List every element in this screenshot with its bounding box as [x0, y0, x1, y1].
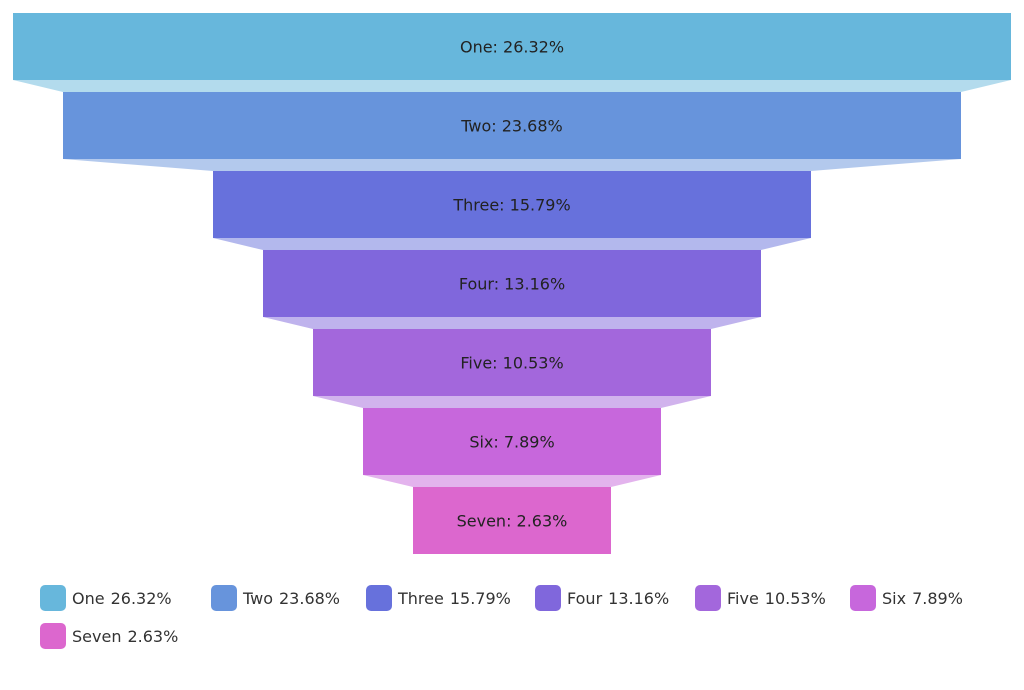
funnel-slice-four[interactable]: [263, 250, 761, 317]
funnel-link-four: [263, 317, 761, 329]
legend: One 26.32% Two 23.68% Three 15.79% Four …: [0, 580, 1024, 680]
legend-swatch: [40, 585, 66, 611]
funnel-chart: One: 26.32% Two: 23.68% Three: 15.79% Four:…: [13, 13, 1011, 554]
legend-item-two[interactable]: Two 23.68%: [211, 584, 340, 612]
legend-swatch: [211, 585, 237, 611]
funnel-label-three: Three: 15.79%: [452, 196, 570, 215]
funnel-link-two: [63, 159, 961, 171]
legend-value: 7.89%: [912, 588, 963, 608]
funnel-label-four: Four: 13.16%: [459, 275, 565, 294]
funnel-slice-five[interactable]: [313, 329, 711, 396]
legend-label: Six: [882, 588, 907, 608]
legend-value: 10.53%: [764, 588, 826, 608]
funnel-slice-two[interactable]: [63, 92, 961, 159]
funnel-link-five: [313, 396, 711, 408]
legend-item-seven[interactable]: Seven 2.63%: [40, 622, 178, 650]
legend-item-five[interactable]: Five 10.53%: [695, 584, 826, 612]
legend-swatch: [535, 585, 561, 611]
funnel-slice-seven[interactable]: [413, 487, 611, 554]
legend-item-one[interactable]: One 26.32%: [40, 584, 172, 612]
legend-value: 26.32%: [110, 588, 172, 608]
funnel-link-three: [213, 238, 811, 250]
legend-value: 2.63%: [127, 626, 179, 646]
legend-value: 13.16%: [608, 588, 670, 608]
legend-swatch: [850, 585, 876, 611]
legend-label: Two: [243, 588, 273, 608]
legend-label: Three: [398, 588, 444, 608]
funnel-slice-six[interactable]: [363, 408, 661, 475]
funnel-label-one: One: 26.32%: [460, 38, 564, 57]
legend-label: Four: [567, 588, 603, 608]
funnel-slice-one[interactable]: [13, 13, 1011, 80]
legend-item-four[interactable]: Four 13.16%: [535, 584, 669, 612]
legend-swatch: [40, 623, 66, 649]
legend-swatch: [366, 585, 392, 611]
funnel-label-two: Two: 23.68%: [460, 117, 562, 136]
funnel-label-seven: Seven: 2.63%: [457, 512, 568, 531]
funnel-slice-three[interactable]: [213, 171, 811, 238]
legend-item-six[interactable]: Six 7.89%: [850, 584, 963, 612]
funnel-label-five: Five: 10.53%: [460, 354, 563, 373]
legend-item-three[interactable]: Three 15.79%: [366, 584, 511, 612]
legend-value: 23.68%: [279, 588, 341, 608]
legend-label: Seven: [72, 626, 122, 646]
legend-label: One: [72, 588, 105, 608]
funnel-link-one: [13, 80, 1011, 92]
funnel-link-six: [363, 475, 661, 487]
legend-swatch: [695, 585, 721, 611]
funnel-label-six: Six: 7.89%: [469, 433, 554, 452]
legend-label: Five: [727, 588, 759, 608]
legend-value: 15.79%: [449, 588, 511, 608]
